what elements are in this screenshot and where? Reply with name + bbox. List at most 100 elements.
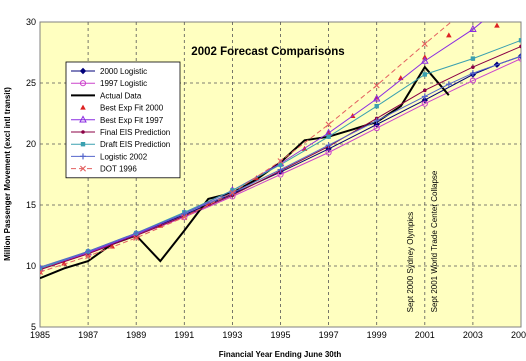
series-logistic-2002: [40, 53, 521, 271]
legend-label: 2000 Logistic: [100, 67, 147, 76]
data-point: [420, 56, 429, 64]
data-point: [80, 104, 86, 110]
x-tick-label: 1993: [222, 330, 242, 340]
legend-item: Actual Data: [71, 91, 142, 100]
data-point: [40, 269, 43, 276]
legend-label: Draft EIS Prediction: [100, 140, 170, 149]
data-point: [277, 166, 284, 173]
legend-item: Draft EIS Prediction: [71, 140, 170, 149]
data-point: [181, 214, 188, 221]
axes: 5 10 15 20 25 30 1985 1987 1989 1991 1993 1995 1997 1…: [26, 17, 526, 340]
y-tick-label: 25: [26, 78, 36, 88]
data-point: [79, 67, 87, 75]
data-point: [85, 253, 92, 260]
legend-label: 1997 Logistic: [100, 79, 147, 88]
event-annotation: Sept 2000 Sydney Olympics: [406, 212, 415, 313]
data-point: [519, 44, 521, 49]
data-point: [40, 266, 43, 271]
legend-item: Best Exp Fit 1997: [71, 115, 164, 125]
series-line: [40, 65, 450, 280]
data-point: [61, 260, 67, 266]
x-tick-label: 1999: [367, 330, 387, 340]
y-axis-label: Million Passenger Movement (excl intl tr…: [3, 87, 12, 261]
x-tick-label: 2005: [511, 330, 526, 340]
x-tick-label: 1985: [30, 330, 50, 340]
data-point: [229, 189, 236, 196]
data-point: [85, 248, 92, 255]
data-point: [470, 8, 476, 13]
data-point: [133, 230, 140, 237]
data-point: [373, 82, 380, 89]
data-point: [470, 1, 475, 6]
grid: [40, 22, 521, 327]
legend-item: Best Exp Fit 2000: [80, 104, 164, 113]
series-actual-data: [40, 65, 450, 280]
data-point: [494, 6, 500, 12]
legend: 2000 Logistic 1997 Logistic Actual Data Bes…: [65, 61, 181, 179]
y-tick-label: 20: [26, 139, 36, 149]
data-point: [325, 121, 332, 128]
data-point: [494, 22, 500, 28]
x-tick-label: 1995: [270, 330, 290, 340]
data-point: [79, 80, 87, 87]
data-point: [80, 165, 86, 172]
event-annotation: Sept 2001 World Trade Center Collapse: [430, 170, 439, 312]
x-tick-label: 1997: [319, 330, 339, 340]
legend-item: Final EIS Prediction: [71, 128, 170, 137]
data-point: [325, 149, 332, 156]
data-point: [372, 94, 381, 102]
x-axis-label: Financial Year Ending June 30th: [219, 350, 342, 359]
data-point: [40, 264, 43, 271]
data-point: [469, 70, 476, 77]
data-point: [518, 53, 521, 60]
y-tick-label: 5: [31, 322, 36, 332]
legend-label: Final EIS Prediction: [100, 128, 170, 137]
data-point: [374, 103, 379, 109]
data-point: [80, 153, 86, 160]
data-point: [373, 117, 380, 124]
data-point: [518, 38, 521, 43]
annotations: Sept 2000 Sydney Olympics Sept 2001 World…: [406, 170, 439, 312]
series-layer: [40, 1, 521, 280]
data-point: [446, 32, 452, 38]
legend-label: DOT 1996: [100, 165, 137, 174]
legend-label: Logistic 2002: [100, 152, 148, 161]
data-point: [80, 142, 86, 147]
legend-item: Logistic 2002: [71, 152, 148, 161]
data-point: [423, 88, 427, 93]
series-line: [40, 22, 452, 273]
chart-title: 2002 Forecast Comparisons: [191, 46, 344, 58]
legend-item: 2000 Logistic: [71, 67, 147, 76]
y-tick-label: 15: [26, 200, 36, 210]
data-point: [471, 65, 475, 69]
data-point: [373, 125, 380, 132]
data-point: [422, 72, 427, 77]
data-point: [181, 210, 188, 217]
y-tick-label: 10: [26, 261, 36, 271]
data-point: [421, 40, 428, 47]
data-point: [278, 162, 283, 167]
data-point: [421, 100, 428, 107]
x-tick-label: 1991: [174, 330, 194, 340]
series-line: [40, 55, 521, 268]
series-dot-1996: [40, 1, 475, 276]
legend-label: Best Exp Fit 2000: [100, 104, 164, 113]
legend-label: Actual Data: [100, 91, 142, 100]
x-tick-label: 1987: [78, 330, 98, 340]
legend-label: Best Exp Fit 1997: [100, 116, 164, 125]
data-point: [469, 77, 476, 84]
data-point: [79, 115, 87, 123]
data-point: [469, 24, 477, 33]
data-point: [277, 158, 284, 165]
x-tick-label: 2001: [415, 330, 435, 340]
data-point: [421, 93, 428, 100]
legend-item: DOT 1996: [71, 165, 137, 174]
x-tick-label: 2003: [463, 330, 483, 340]
data-point: [470, 56, 476, 61]
data-point: [517, 55, 521, 62]
data-point: [325, 142, 332, 149]
data-point: [326, 134, 331, 139]
data-point: [445, 81, 452, 88]
legend-item: 1997 Logistic: [71, 79, 147, 88]
